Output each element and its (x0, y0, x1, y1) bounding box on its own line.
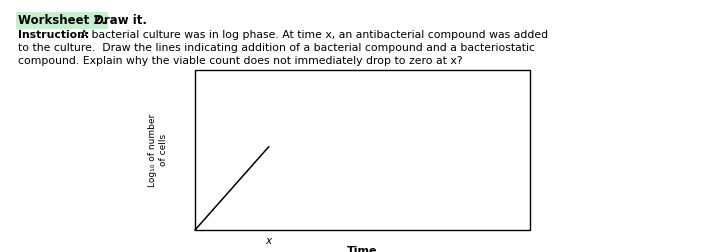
Text: Worksheet 2.: Worksheet 2. (18, 14, 106, 27)
Text: to the culture.  Draw the lines indicating addition of a bacterial compound and : to the culture. Draw the lines indicatin… (18, 43, 535, 53)
Text: Time: Time (347, 246, 378, 252)
Text: compound. Explain why the viable count does not immediately drop to zero at x?: compound. Explain why the viable count d… (18, 56, 462, 66)
Text: x: x (266, 236, 271, 246)
Text: Draw it.: Draw it. (90, 14, 147, 27)
Bar (195, 70, 530, 230)
Text: Instruction:: Instruction: (18, 30, 89, 40)
Text: Log₁₀ of number
of cells: Log₁₀ of number of cells (148, 113, 168, 187)
Text: A bacterial culture was in log phase. At time x, an antibacterial compound was a: A bacterial culture was in log phase. At… (77, 30, 548, 40)
